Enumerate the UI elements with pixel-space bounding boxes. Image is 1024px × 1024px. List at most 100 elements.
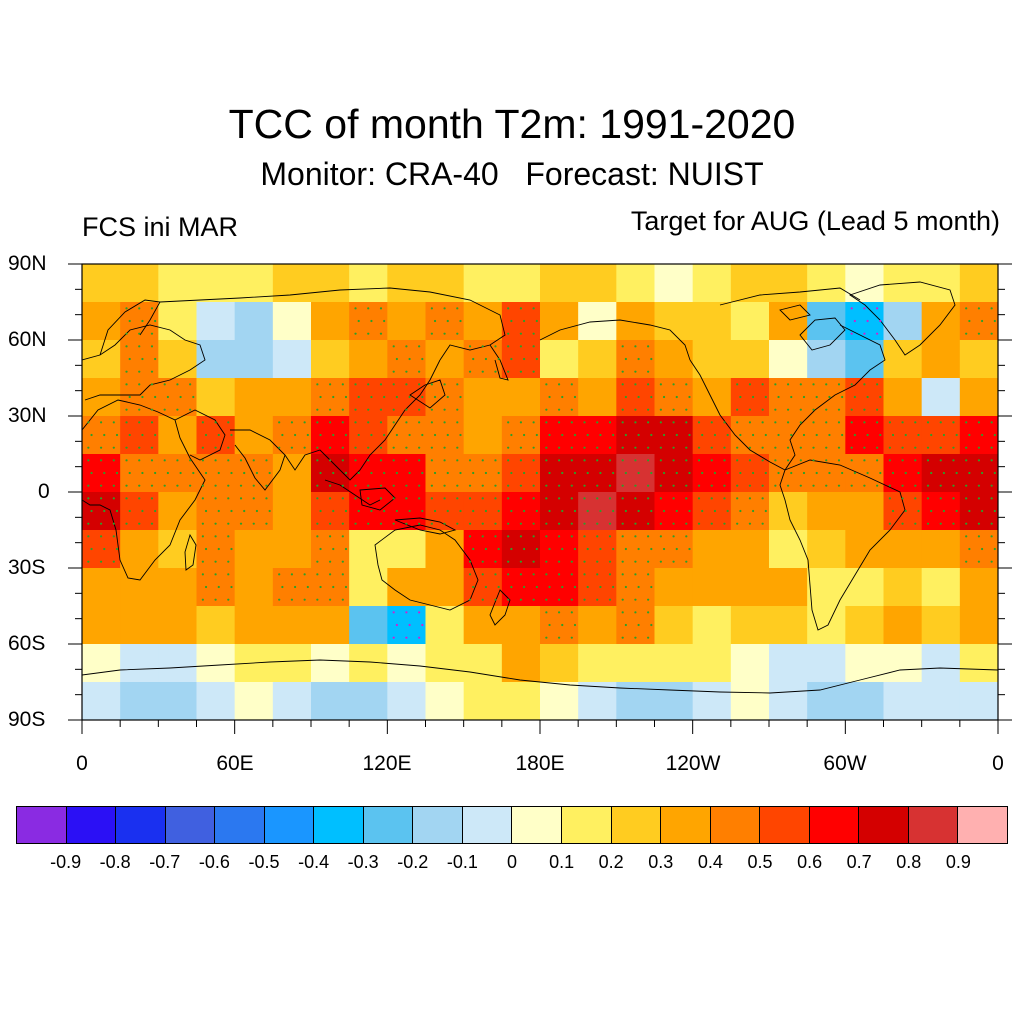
- stipple-dot: [519, 484, 523, 487]
- heatmap-cell: [578, 340, 617, 379]
- stipple-dot: [497, 471, 500, 475]
- heatmap-cell: [387, 644, 427, 683]
- stipple-dot: [392, 484, 395, 487]
- stipple-dot: [112, 522, 115, 525]
- stipple-dot: [980, 509, 984, 513]
- stipple-dot: [316, 446, 319, 449]
- stipple-dot: [876, 408, 879, 411]
- stipple-dot: [532, 446, 535, 449]
- stipple-dot: [926, 497, 930, 500]
- heatmap-cell: [158, 340, 198, 379]
- stipple-dot: [888, 446, 891, 449]
- colorbar-swatch: [809, 807, 860, 843]
- stipple-dot: [926, 446, 930, 449]
- stipple-dot: [608, 522, 612, 525]
- lon-label: 180E: [515, 752, 565, 775]
- stipple-dot: [243, 471, 246, 475]
- stipple-dot: [481, 484, 484, 487]
- heatmap-cell: [883, 378, 923, 417]
- heatmap-cell: [425, 606, 465, 645]
- heatmap-cell: [425, 340, 465, 379]
- stipple-dot: [217, 471, 220, 475]
- lat-label: 0: [38, 480, 50, 503]
- stipple-dot: [421, 509, 424, 513]
- stipple-dot: [570, 459, 573, 462]
- stipple-dot: [150, 497, 154, 500]
- heatmap-cell: [845, 682, 885, 720]
- stipple-dot: [685, 446, 688, 449]
- stipple-dot: [608, 497, 612, 500]
- stipple-dot: [802, 395, 806, 399]
- stipple-dot: [841, 395, 844, 399]
- heatmap-cell: [807, 568, 846, 607]
- stipple-dot: [456, 307, 459, 310]
- stipple-dot: [341, 535, 344, 538]
- stipple-dot: [586, 585, 589, 589]
- stipple-dot: [316, 522, 319, 525]
- stipple-dot: [647, 535, 650, 538]
- stipple-dot: [825, 446, 828, 449]
- stipple-dot: [522, 585, 526, 589]
- stipple-dot: [825, 383, 828, 386]
- stipple-dot: [774, 484, 777, 487]
- stipple-dot: [952, 497, 955, 500]
- stipple-dot: [786, 408, 790, 411]
- heatmap-cell: [692, 682, 732, 720]
- colorbar-swatch: [17, 807, 67, 843]
- stipple-dot: [647, 598, 650, 601]
- stipple-dot: [608, 535, 612, 538]
- stipple-dot: [939, 497, 942, 500]
- stipple-dot: [201, 421, 204, 424]
- stipple-dot: [214, 598, 217, 601]
- heatmap-cell: [959, 264, 998, 303]
- stipple-dot: [612, 471, 615, 475]
- stipple-dot: [481, 522, 484, 525]
- stipple-dot: [586, 547, 589, 551]
- stipple-dot: [456, 484, 459, 487]
- heatmap-cell: [578, 378, 617, 417]
- stipple-dot: [608, 446, 612, 449]
- lat-label: 60N: [8, 328, 47, 351]
- stipple-dot: [456, 421, 459, 424]
- lon-label: 60W: [823, 752, 867, 775]
- stipple-dot: [125, 383, 128, 386]
- heatmap-cell: [730, 682, 770, 720]
- stipple-dot: [726, 509, 729, 513]
- stipple-dot: [561, 547, 564, 551]
- stipple-dot: [812, 446, 815, 449]
- stipple-dot: [138, 307, 141, 310]
- stipple-dot: [557, 522, 561, 525]
- stipple-dot: [214, 573, 217, 576]
- stipple-dot: [774, 459, 777, 462]
- stipple-dot: [138, 522, 141, 525]
- heatmap-cell: [692, 606, 732, 645]
- stipple-dot: [468, 497, 472, 500]
- heatmap-cell: [692, 302, 732, 341]
- stipple-dot: [99, 497, 103, 500]
- stipple-dot: [621, 636, 624, 639]
- stipple-dot: [494, 459, 497, 462]
- stipple-dot: [494, 522, 497, 525]
- stipple-dot: [557, 383, 561, 386]
- stipple-dot: [392, 611, 395, 614]
- stipple-dot: [418, 522, 421, 525]
- stipple-dot: [519, 573, 523, 576]
- heatmap-cell: [196, 264, 236, 303]
- stipple-dot: [507, 446, 510, 449]
- stipple-dot: [701, 509, 704, 513]
- coastline-scandinavia: [99, 299, 161, 356]
- stipple-dot: [192, 471, 195, 475]
- stipple-dot: [379, 497, 383, 500]
- stipple-dot: [608, 573, 612, 576]
- stipple-dot: [319, 471, 322, 475]
- stipple-dot: [217, 547, 220, 551]
- stipple-dot: [150, 446, 154, 449]
- stipple-dot: [990, 459, 993, 462]
- stipple-dot: [367, 383, 370, 386]
- heatmap-cell: [501, 606, 541, 645]
- stipple-dot: [672, 535, 675, 538]
- stipple-dot: [328, 446, 332, 449]
- stipple-dot: [815, 395, 818, 399]
- stipple-dot: [316, 383, 319, 386]
- stipple-dot: [383, 471, 386, 475]
